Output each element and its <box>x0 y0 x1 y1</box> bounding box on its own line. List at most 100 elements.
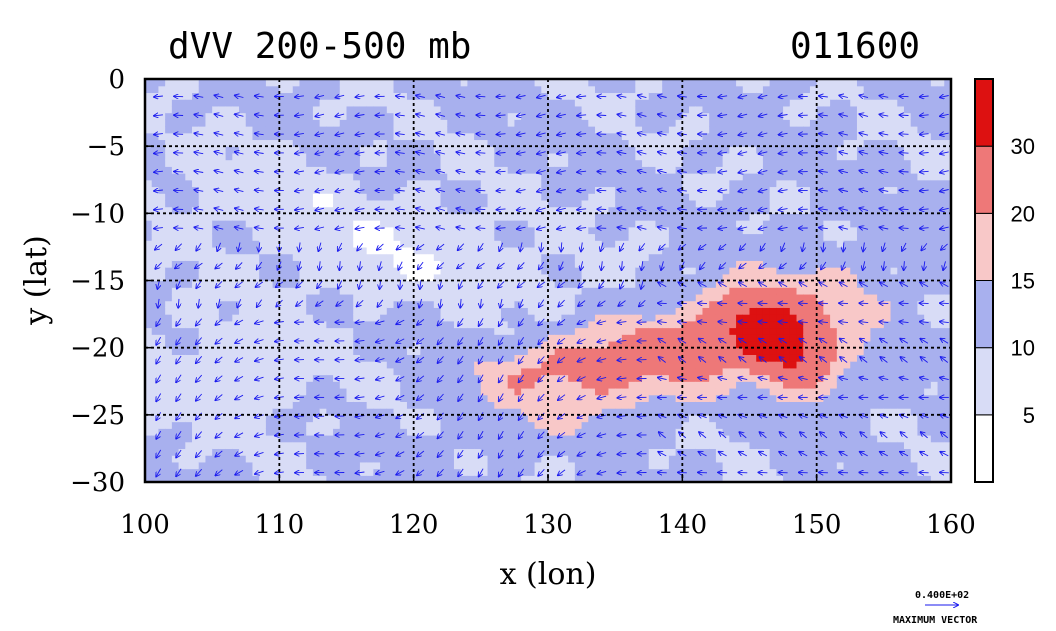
field-cell <box>480 394 489 402</box>
field-cell <box>333 340 341 349</box>
field-cell <box>527 387 536 396</box>
field-cell <box>527 340 536 349</box>
field-cell <box>507 240 516 248</box>
field-cell <box>554 381 563 389</box>
field-cell <box>212 334 220 342</box>
field-cell <box>299 401 307 409</box>
field-cell <box>406 240 415 248</box>
field-cell <box>312 193 321 201</box>
field-cell <box>212 307 220 315</box>
field-cell <box>178 199 186 208</box>
field-cell <box>185 246 193 255</box>
field-cell <box>588 139 596 147</box>
field-cell <box>568 414 576 423</box>
field-cell <box>474 199 482 208</box>
field-cell <box>527 139 536 147</box>
field-cell <box>433 327 442 335</box>
field-cell <box>239 179 247 188</box>
field-cell <box>695 267 704 275</box>
field-cell <box>480 293 489 302</box>
field-cell <box>420 381 428 389</box>
field-cell <box>440 139 448 147</box>
field-cell <box>588 273 596 282</box>
field-cell <box>568 287 576 295</box>
field-cell <box>393 300 401 308</box>
field-cell <box>621 340 630 349</box>
field-cell <box>252 267 260 275</box>
field-cell <box>581 461 589 470</box>
field-cell <box>695 354 704 362</box>
field-cell <box>581 293 589 302</box>
field-cell <box>581 361 589 369</box>
field-cell <box>151 280 160 288</box>
field-cell <box>561 240 569 248</box>
field-cell <box>299 233 307 241</box>
field-cell <box>487 199 495 208</box>
field-cell <box>574 441 583 450</box>
field-cell <box>339 455 348 463</box>
field-cell <box>588 441 596 450</box>
field-cell <box>380 475 388 482</box>
field-cell <box>272 387 280 396</box>
field-cell <box>198 152 207 161</box>
field-cell <box>427 287 435 295</box>
field-cell <box>642 79 650 87</box>
field-cell <box>225 408 233 416</box>
field-cell <box>265 475 274 482</box>
field-cell <box>299 434 307 443</box>
field-cell <box>178 475 186 482</box>
field-cell <box>494 159 502 167</box>
field-cell <box>514 367 522 376</box>
field-cell <box>601 374 610 382</box>
field-cell <box>400 186 408 194</box>
field-cell <box>353 273 361 282</box>
field-cell <box>588 414 596 423</box>
field-cell <box>145 408 153 416</box>
field-cell <box>460 280 468 288</box>
field-cell <box>500 132 509 141</box>
field-cell <box>494 280 502 288</box>
field-cell <box>393 334 401 342</box>
field-cell <box>655 314 663 322</box>
field-cell <box>662 354 670 362</box>
field-cell <box>198 461 207 470</box>
field-cell <box>279 307 287 315</box>
field-cell <box>225 307 233 315</box>
field-cell <box>440 367 448 376</box>
field-cell <box>433 367 442 376</box>
field-cell <box>400 347 408 355</box>
field-cell <box>628 240 636 248</box>
field-cell <box>259 179 267 188</box>
field-cell <box>561 455 569 463</box>
field-cell <box>339 253 348 261</box>
field-cell <box>615 79 623 87</box>
field-cell <box>615 246 623 255</box>
field-cell <box>655 119 663 127</box>
field-cell <box>433 441 442 450</box>
field-cell <box>568 126 576 134</box>
field-cell <box>574 193 583 201</box>
field-cell <box>346 314 354 322</box>
field-cell <box>185 421 193 429</box>
field-cell <box>500 340 509 349</box>
field-cell <box>326 85 334 94</box>
field-cell <box>548 152 556 161</box>
field-cell <box>635 461 643 470</box>
field-cell <box>272 455 280 463</box>
field-cell <box>668 166 677 174</box>
field-cell <box>232 307 240 315</box>
field-cell <box>675 85 683 94</box>
field-cell <box>165 421 173 429</box>
field-cell <box>568 401 576 409</box>
field-cell <box>245 448 254 456</box>
field-cell <box>380 85 388 94</box>
field-cell <box>682 461 690 470</box>
field-cell <box>548 293 556 302</box>
field-cell <box>574 240 583 248</box>
field-cell <box>621 240 630 248</box>
field-cell <box>642 280 650 288</box>
field-cell <box>245 314 254 322</box>
field-cell <box>655 139 663 147</box>
field-cell <box>265 260 274 268</box>
field-cell <box>319 455 327 463</box>
